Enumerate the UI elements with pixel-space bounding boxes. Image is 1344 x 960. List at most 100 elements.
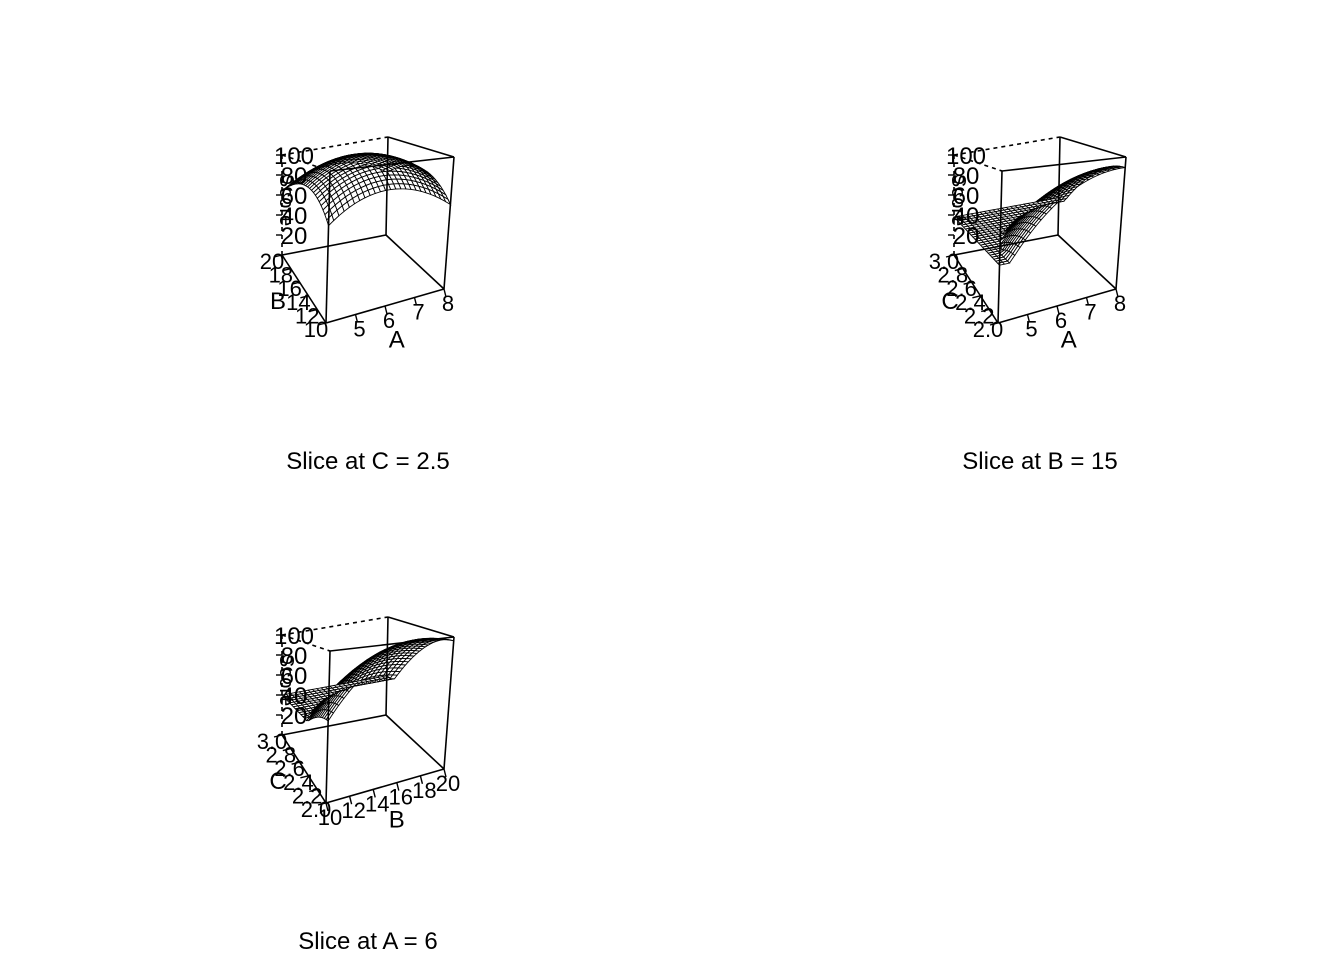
x-tick-label: 5	[1025, 317, 1037, 342]
z-tick-label: 60	[281, 663, 308, 690]
box-edge	[329, 636, 455, 652]
y-tick	[945, 254, 955, 258]
y-tick-label: 10	[304, 317, 328, 342]
y-tick	[282, 267, 291, 272]
box-edge	[385, 136, 389, 236]
y-tick	[972, 295, 981, 299]
y-tick-label: 2.4	[955, 290, 986, 315]
y-tick-label: 14	[286, 290, 310, 315]
z-tick-label: 40	[281, 203, 308, 230]
x-tick	[325, 802, 329, 812]
y-tick	[317, 322, 327, 326]
y-tick-label: 2.8	[938, 263, 969, 288]
y-tick-label: 2.8	[266, 743, 297, 768]
y-tick-label: 2.6	[946, 276, 977, 301]
x-tick	[443, 768, 447, 778]
y-tick	[300, 775, 309, 779]
box-edge-hidden	[953, 136, 1061, 156]
y-tick	[954, 267, 963, 272]
z-tick-label: 80	[281, 643, 308, 670]
x-axis-label: A	[1061, 326, 1077, 353]
y-tick	[989, 322, 999, 326]
z-tick-label: 40	[281, 683, 308, 710]
y-tick	[317, 802, 327, 806]
x-axis-label: A	[389, 326, 405, 353]
y-tick-label: 20	[260, 249, 284, 274]
y-tick	[291, 281, 300, 285]
box-edge	[1001, 156, 1127, 172]
box-edge	[281, 734, 327, 804]
x-tick-label: 8	[1114, 291, 1126, 316]
y-tick-label: 2.2	[292, 783, 323, 808]
x-tick	[1026, 314, 1031, 323]
y-tick	[981, 308, 990, 313]
y-tick-label: 16	[277, 276, 301, 301]
panel-caption-a-slice: Slice at A = 6	[298, 928, 438, 955]
surface-facet	[1117, 166, 1126, 169]
x-tick-label: 20	[436, 771, 460, 796]
x-tick	[384, 305, 388, 315]
box-edge-hidden	[953, 154, 1003, 172]
x-tick	[1056, 305, 1060, 315]
box-edge	[443, 156, 455, 290]
x-tick-label: 16	[389, 785, 413, 810]
y-axis-label: C	[269, 768, 286, 795]
x-tick-label: 10	[318, 805, 342, 830]
box-edge	[281, 234, 387, 256]
x-tick	[354, 314, 359, 323]
z-tick-label: 80	[953, 163, 980, 190]
box-edge	[325, 768, 445, 804]
box-edge	[325, 650, 331, 804]
box-edge	[443, 636, 455, 770]
box-edge	[281, 714, 387, 736]
x-axis-label: B	[389, 806, 405, 833]
y-tick	[300, 295, 309, 299]
z-tick-label: 100	[946, 143, 986, 170]
z-tick-label: 100	[274, 623, 314, 650]
y-tick	[273, 254, 283, 258]
box-edge	[1057, 136, 1061, 236]
surface-mesh	[281, 637, 454, 722]
panel-caption-c-slice: Slice at C = 2.5	[286, 448, 450, 475]
box-edge	[281, 254, 327, 324]
x-tick-label: 18	[412, 778, 436, 803]
z-axis-label: Score	[275, 654, 297, 706]
box-edge-hidden	[281, 616, 389, 636]
z-axis-label: Score	[275, 174, 297, 226]
x-tick-label: 8	[442, 291, 454, 316]
x-tick-label: 7	[412, 300, 424, 325]
box-edge-hidden	[281, 136, 389, 156]
surface-facet	[442, 195, 452, 206]
box-edge	[1057, 234, 1117, 290]
x-tick-label: 14	[365, 791, 389, 816]
y-tick-label: 2.0	[973, 317, 1004, 342]
y-tick-label: 3.0	[929, 249, 960, 274]
x-tick-label: 7	[1084, 300, 1096, 325]
x-tick	[1115, 288, 1119, 298]
box-edge	[1059, 136, 1127, 158]
box-edge	[953, 254, 999, 324]
box-edge	[385, 616, 389, 716]
panel-caption-b-slice: Slice at B = 15	[962, 448, 1118, 475]
box-edge	[387, 136, 455, 158]
y-tick	[273, 734, 283, 738]
y-tick-label: 2.2	[964, 303, 995, 328]
y-tick-label: 3.0	[257, 729, 288, 754]
box-edge	[387, 616, 455, 638]
x-tick-label: 5	[353, 317, 365, 342]
box-edge	[329, 156, 455, 172]
x-tick	[443, 288, 447, 298]
z-axis-label: Score	[947, 174, 969, 226]
x-tick	[348, 796, 353, 805]
x-tick-label: 6	[383, 308, 395, 333]
x-tick	[1085, 297, 1090, 306]
x-tick	[372, 789, 376, 798]
z-tick-label: 40	[953, 203, 980, 230]
y-axis-label: B	[270, 288, 286, 315]
box-edge	[385, 714, 445, 770]
